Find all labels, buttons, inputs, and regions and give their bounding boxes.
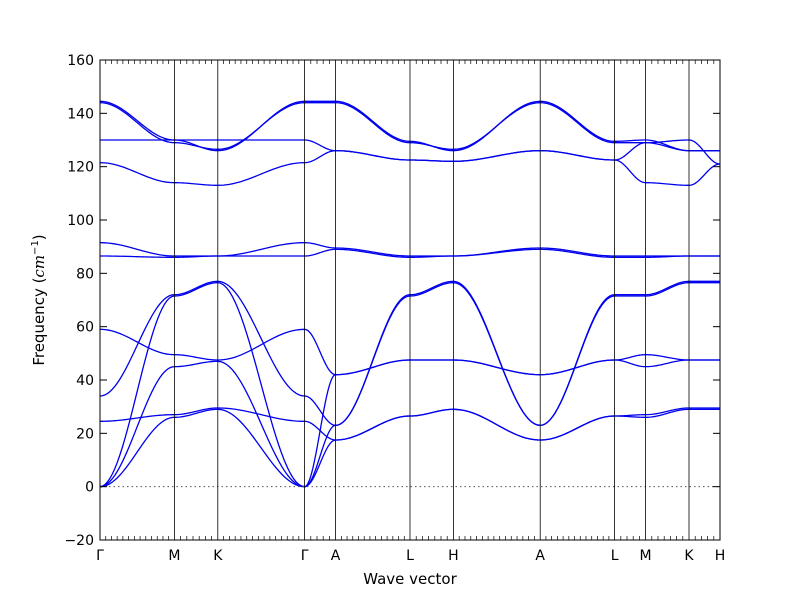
band-2 — [99, 102, 720, 152]
y-axis-label: Frequency (cm−1) — [30, 234, 48, 365]
x-tick-label: M — [640, 548, 652, 564]
x-axis-label: Wave vector — [363, 570, 457, 588]
x-tick-label: H — [448, 548, 459, 564]
y-tick-label: 160 — [67, 53, 94, 69]
y-tick-label: −20 — [64, 533, 94, 549]
x-tick-label: K — [684, 548, 694, 564]
x-tick-label: Γ — [301, 548, 309, 564]
x-tick-label: K — [213, 548, 223, 564]
y-tick-label: 100 — [67, 213, 94, 229]
band-4 — [99, 150, 721, 186]
x-tick-label: Γ — [96, 548, 104, 564]
band-lines — [99, 100, 721, 488]
plot-frame — [99, 59, 721, 541]
y-tick-label: 60 — [76, 320, 94, 336]
x-tick-label: H — [715, 548, 726, 564]
y-axis-label-unit: cm — [30, 255, 48, 278]
minor-ticks — [105, 60, 715, 540]
y-tick-label: 0 — [85, 480, 94, 496]
x-tick-label: A — [535, 548, 545, 564]
band-7 — [99, 280, 720, 426]
y-tick-label: 140 — [67, 106, 94, 122]
x-tick-label: A — [331, 548, 341, 564]
band-12 — [99, 408, 720, 488]
y-tick-label: 80 — [76, 266, 94, 282]
y-axis-label-close: ) — [30, 234, 48, 240]
band-8 — [99, 282, 720, 488]
y-tick-label: 20 — [76, 426, 94, 442]
symmetry-point-lines — [173, 60, 690, 540]
y-tick-label: 40 — [76, 373, 94, 389]
y-tick-label: 120 — [67, 160, 94, 176]
x-tick-label: M — [168, 548, 180, 564]
x-tick-label: L — [611, 548, 619, 564]
band-6 — [100, 248, 720, 258]
y-axis-label-main: Frequency ( — [30, 278, 48, 366]
x-tick-label: L — [406, 548, 414, 564]
band-10 — [99, 359, 720, 488]
y-axis-label-exponent: −1 — [30, 240, 41, 255]
y-axis-ticks: −20 0 20 40 60 80 100 120 140 160 — [64, 53, 720, 549]
